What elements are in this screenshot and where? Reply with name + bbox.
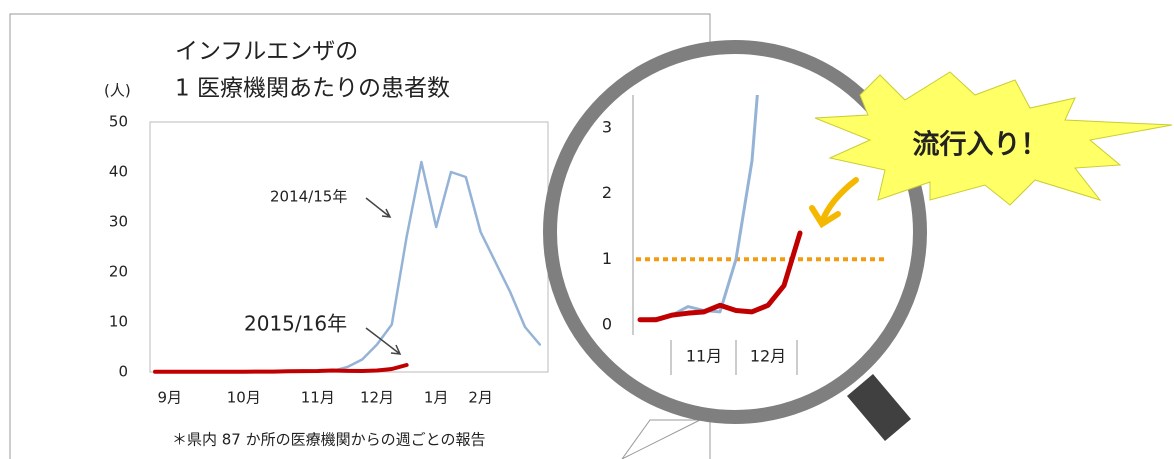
x-tick-label: 12月 <box>360 389 394 407</box>
y-tick-label: 3 <box>602 117 612 136</box>
callout-burst <box>814 71 1173 206</box>
callout-arrow <box>809 177 859 229</box>
series-line <box>637 230 803 323</box>
y-tick-label: 2 <box>602 183 612 202</box>
y-tick-label: 20 <box>109 263 128 281</box>
y-tick-label: 0 <box>118 363 128 381</box>
y-tick-label: 10 <box>109 313 128 331</box>
inset-chart: 0 1 2 3 11月 12月 <box>602 95 885 366</box>
series-annotation: 2014/15年 <box>270 188 347 206</box>
series-line <box>153 363 409 374</box>
x-tick-label: 2月 <box>468 389 493 407</box>
chart-title: インフルエンザの <box>175 39 358 65</box>
footnote: ＊県内 87 か所の医療機関からの週ごとの報告 <box>172 431 485 449</box>
x-tick-label: 9月 <box>158 389 183 407</box>
main-chart: 0 10 20 30 40 50 9月 10月 11月 12月 1月 2月 <box>109 113 542 407</box>
annotation-arrow <box>365 197 392 218</box>
y-tick-label: 1 <box>602 249 612 268</box>
x-tick-label: 10月 <box>227 389 261 407</box>
chart-subtitle: 1 医療機関あたりの患者数 <box>175 76 450 102</box>
y-axis-label: (人) <box>104 82 131 100</box>
y-tick-label: 50 <box>109 113 128 131</box>
y-tick-label: 40 <box>109 163 128 181</box>
magnifier-handle <box>847 374 911 441</box>
x-tick-label: 11月 <box>686 347 722 366</box>
x-tick-label: 12月 <box>750 347 786 366</box>
inset: 0 1 2 3 11月 12月 <box>602 95 885 375</box>
x-tick-label: 11月 <box>301 389 335 407</box>
x-tick-label: 1月 <box>424 389 449 407</box>
annotation-arrow <box>365 327 402 355</box>
speech-tail <box>621 419 701 459</box>
lens <box>550 47 920 417</box>
lens-rim <box>543 40 927 424</box>
series-annotation: 2015/16年 <box>244 312 347 336</box>
y-tick-label: 0 <box>602 315 612 334</box>
y-tick-label: 30 <box>109 213 128 231</box>
callout-text: 流行入り！ <box>913 129 1048 161</box>
